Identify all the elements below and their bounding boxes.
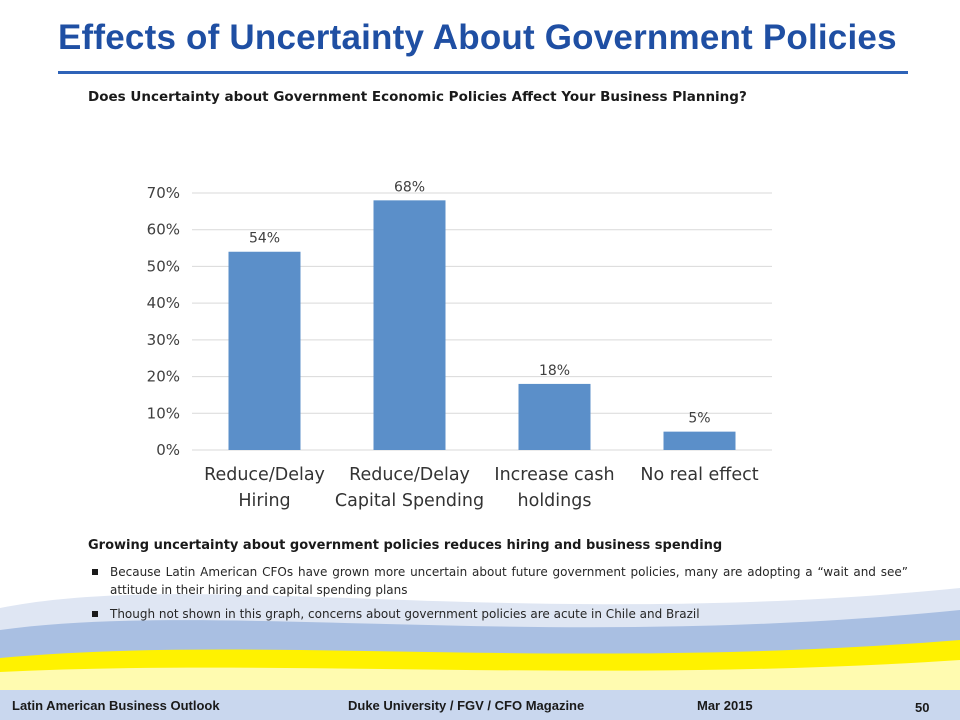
y-tick-label: 0%: [156, 441, 180, 459]
footer-report-name: Latin American Business Outlook: [12, 698, 220, 713]
bullet-text: Though not shown in this graph, concerns…: [110, 607, 700, 621]
x-tick-label: No real effect: [640, 465, 758, 485]
data-label: 18%: [539, 363, 570, 379]
title-divider: [58, 71, 908, 74]
footer-sponsors: Duke University / FGV / CFO Magazine: [348, 698, 585, 713]
y-tick-label: 30%: [147, 331, 180, 349]
y-tick-label: 20%: [147, 368, 180, 386]
wave-footer-strip: [0, 690, 960, 720]
data-label: 68%: [394, 179, 425, 195]
bullet-square-icon: [92, 569, 98, 575]
bar: [228, 251, 301, 450]
x-tick-label: Reduce/Delay: [204, 465, 325, 485]
footer-date: Mar 2015: [697, 698, 753, 713]
y-tick-label: 10%: [147, 404, 180, 422]
x-tick-label: holdings: [518, 491, 592, 511]
bar: [663, 431, 736, 450]
summary-bullet: Because Latin American CFOs have grown m…: [88, 563, 908, 599]
x-tick-label: Hiring: [238, 491, 290, 511]
footer-wave-decoration: [0, 588, 960, 720]
y-tick-label: 40%: [147, 294, 180, 312]
bullet-text: Because Latin American CFOs have grown m…: [110, 565, 908, 597]
y-tick-label: 70%: [147, 184, 180, 202]
y-tick-label: 50%: [147, 257, 180, 275]
summary-section: Growing uncertainty about government pol…: [88, 538, 908, 629]
data-label: 54%: [249, 231, 280, 247]
data-label: 5%: [688, 411, 710, 427]
bar-chart: 0% 10% 20% 30% 40% 50% 60% 70% 54% Reduce/Delay Hi…: [147, 179, 772, 511]
page-number: 50: [915, 700, 930, 715]
bullet-square-icon: [92, 611, 98, 617]
bar: [518, 383, 591, 450]
summary-heading: Growing uncertainty about government pol…: [88, 538, 723, 553]
summary-bullet: Though not shown in this graph, concerns…: [88, 605, 908, 623]
x-tick-label: Capital Spending: [335, 491, 484, 511]
slide-footer: Latin American Business Outlook Duke Uni…: [0, 694, 960, 720]
y-tick-label: 60%: [147, 221, 180, 239]
bar: [373, 200, 446, 450]
x-tick-label: Increase cash: [494, 465, 614, 485]
chart-question: Does Uncertainty about Government Econom…: [88, 89, 747, 105]
x-tick-label: Reduce/Delay: [349, 465, 470, 485]
slide-title: Effects of Uncertainty About Government …: [58, 18, 897, 57]
